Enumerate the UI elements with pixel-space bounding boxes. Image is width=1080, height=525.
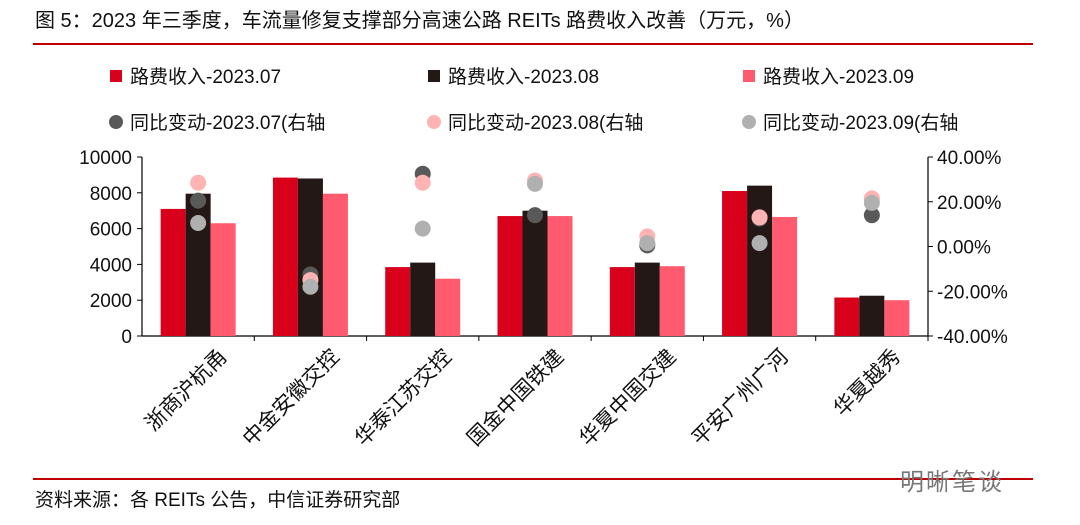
watermark: 明晰笔谈 <box>900 469 1004 496</box>
bar <box>722 191 748 336</box>
legend-label: 同比变动-2023.08(右轴 <box>448 112 643 134</box>
source-divider <box>33 478 1033 480</box>
yoy-point <box>414 220 431 237</box>
category-label: 平安广州广河 <box>688 345 793 450</box>
category-label: 华泰江苏交控 <box>351 345 456 450</box>
legend-marker <box>427 115 441 129</box>
bar <box>160 208 186 336</box>
legend-marker <box>742 115 756 129</box>
bar <box>385 267 411 336</box>
bar <box>834 297 860 336</box>
legend-label: 路费收入-2023.08 <box>448 66 599 88</box>
bar <box>497 216 523 336</box>
right-tick-label: 20.00% <box>937 193 1002 214</box>
axes: 0 2000 4000 6000 8000 10000 -40.00% -20.00% 0.00… <box>79 148 1008 348</box>
right-tick-label: 0.00% <box>937 238 991 259</box>
bar <box>859 295 885 336</box>
right-tick-label: -20.00% <box>937 282 1008 303</box>
bar <box>634 262 660 336</box>
bar <box>609 267 635 336</box>
bar <box>659 266 685 336</box>
legend-swatch <box>428 70 440 82</box>
bar <box>410 262 436 336</box>
bar <box>884 300 910 336</box>
bar <box>747 185 773 336</box>
source-note: 资料来源：各 REITs 公告，中信证券研究部 <box>35 490 401 511</box>
left-tick-label: 8000 <box>90 184 132 205</box>
yoy-point <box>863 194 880 211</box>
chart-title: 图 5：2023 年三季度，车流量修复支撑部分高速公路 REITs 路费收入改善… <box>35 10 804 32</box>
legend-swatch <box>110 70 122 82</box>
category-labels: 浙商沪杭甬 中金安徽交控 华泰江苏交控 国金中国铁建 华夏中国交建 平安广州广河 华夏越秀 <box>141 336 929 451</box>
bar <box>210 223 236 336</box>
legend-swatch <box>743 70 755 82</box>
bar <box>322 193 348 336</box>
yoy-point <box>190 192 207 209</box>
legend-label: 同比变动-2023.09(右轴 <box>763 112 958 134</box>
chart: 路费收入-2023.07 路费收入-2023.08 路费收入-2023.09 同比变动… <box>79 66 1008 451</box>
bar <box>522 210 548 336</box>
left-tick-label: 2000 <box>90 291 132 312</box>
yoy-point <box>302 278 319 295</box>
category-label: 华夏越秀 <box>830 345 906 421</box>
left-tick-label: 4000 <box>90 255 132 276</box>
category-label: 华夏中国交建 <box>575 345 680 450</box>
bar <box>272 177 298 336</box>
bar <box>772 216 798 336</box>
left-tick-label: 6000 <box>90 220 132 241</box>
bars <box>160 177 910 336</box>
legend-label: 同比变动-2023.07(右轴 <box>130 112 325 134</box>
title-divider <box>33 43 1033 45</box>
yoy-point <box>190 174 207 191</box>
left-tick-label: 10000 <box>79 148 132 169</box>
yoy-point <box>190 215 207 232</box>
legend-label: 路费收入-2023.07 <box>130 66 281 88</box>
category-label: 国金中国铁建 <box>463 345 568 450</box>
yoy-point <box>527 207 543 224</box>
yoy-point <box>751 209 768 226</box>
category-label: 浙商沪杭甬 <box>141 345 232 436</box>
yoy-point <box>863 207 880 224</box>
legend-label: 路费收入-2023.09 <box>763 66 914 88</box>
right-tick-label: -40.00% <box>937 327 1008 348</box>
legend: 路费收入-2023.07 路费收入-2023.08 路费收入-2023.09 同比变动… <box>109 66 958 134</box>
yoy-point <box>751 235 768 252</box>
yoy-points <box>190 165 880 295</box>
category-label: 中金安徽交控 <box>238 345 343 450</box>
yoy-point <box>414 174 431 191</box>
bar <box>547 216 573 336</box>
yoy-point <box>639 235 656 252</box>
right-tick-label: 40.00% <box>937 148 1002 169</box>
yoy-point <box>527 175 543 192</box>
left-tick-label: 0 <box>121 327 132 348</box>
bar <box>297 178 323 336</box>
legend-marker <box>109 115 123 129</box>
bar <box>435 278 461 336</box>
